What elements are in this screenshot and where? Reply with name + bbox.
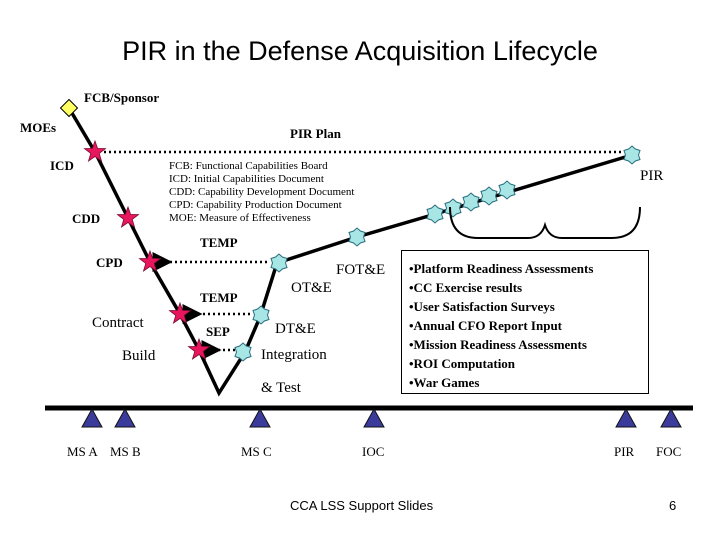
- sep-star-icon: [188, 338, 210, 360]
- icd-star-icon: [84, 140, 106, 162]
- legend-item: CDD: Capability Development Document: [169, 186, 355, 198]
- pir-activity-item: •Platform Readiness Assessments: [409, 261, 594, 276]
- ms-c-triangle-icon: [249, 407, 271, 428]
- pir-activities-box: •Platform Readiness Assessments •CC Exer…: [401, 250, 649, 394]
- gear-icon: [426, 204, 444, 224]
- moes-label: MOEs: [20, 120, 57, 135]
- sep-label: SEP: [206, 324, 230, 339]
- fote-label: FOT&E: [336, 262, 386, 278]
- gear-icon: [444, 198, 462, 218]
- pir-activity-item: •ROI Computation: [409, 356, 516, 371]
- legend-item: CPD: Capability Production Document: [169, 199, 342, 211]
- pir-plan-label: PIR Plan: [290, 126, 341, 141]
- ms-a-triangle-icon: [81, 407, 103, 428]
- gear-icon: [462, 192, 480, 212]
- contract-label: Contract: [92, 315, 144, 331]
- ms-b-triangle-icon: [114, 407, 136, 428]
- pir-brace: [449, 206, 641, 239]
- legend-item: MOE: Measure of Effectiveness: [169, 212, 311, 224]
- foc-triangle-icon: [660, 407, 682, 428]
- pir-triangle-icon: [615, 407, 637, 428]
- gear-icon: [252, 305, 270, 325]
- ms-b-label: MS B: [110, 444, 141, 459]
- pir-activity-item: •User Satisfaction Surveys: [409, 299, 555, 314]
- temp-label-1: TEMP: [200, 235, 238, 250]
- ote-label: OT&E: [291, 280, 332, 296]
- ms-c-label: MS C: [241, 444, 272, 459]
- cpd-label: CPD: [96, 255, 123, 270]
- page-number: 6: [669, 498, 677, 513]
- and-test-label: & Test: [261, 380, 301, 396]
- pir-activity-item: •War Games: [409, 375, 480, 390]
- pir-milestone-label: PIR: [614, 444, 635, 459]
- pir-label: PIR: [640, 168, 664, 184]
- ms-a-label: MS A: [67, 444, 98, 459]
- integration-label: Integration: [261, 347, 327, 363]
- fcb-sponsor-label: FCB/Sponsor: [84, 90, 160, 105]
- pir-activity-item: •CC Exercise results: [409, 280, 523, 295]
- foc-label: FOC: [656, 444, 682, 459]
- cpd-star-icon: [139, 250, 161, 272]
- gear-icon: [480, 186, 498, 206]
- gear-icon: [498, 180, 516, 200]
- gear-icon: [623, 145, 641, 165]
- cdd-label: CDD: [72, 211, 101, 226]
- acronym-legend: FCB: Functional Capabilities Board ICD: …: [169, 160, 354, 225]
- build-label: Build: [122, 348, 156, 364]
- dte-label: DT&E: [275, 321, 316, 337]
- cdd-star-icon: [117, 206, 139, 228]
- temp-star-icon: [169, 302, 191, 324]
- legend-item: ICD: Initial Capabilities Document: [169, 173, 324, 185]
- slide-title: PIR in the Defense Acquisition Lifecycle: [122, 36, 598, 66]
- legend-item: FCB: Functional Capabilities Board: [169, 160, 328, 172]
- ioc-triangle-icon: [363, 407, 385, 428]
- footer-text: CCA LSS Support Slides: [290, 498, 434, 513]
- icd-label: ICD: [50, 158, 74, 173]
- pir-activity-item: •Annual CFO Report Input: [409, 318, 562, 333]
- fcb-diamond-icon: [59, 98, 79, 118]
- ioc-label: IOC: [362, 444, 385, 459]
- gear-icon: [348, 227, 366, 247]
- temp-label-2: TEMP: [200, 290, 238, 305]
- pir-activity-item: •Mission Readiness Assessments: [409, 337, 587, 352]
